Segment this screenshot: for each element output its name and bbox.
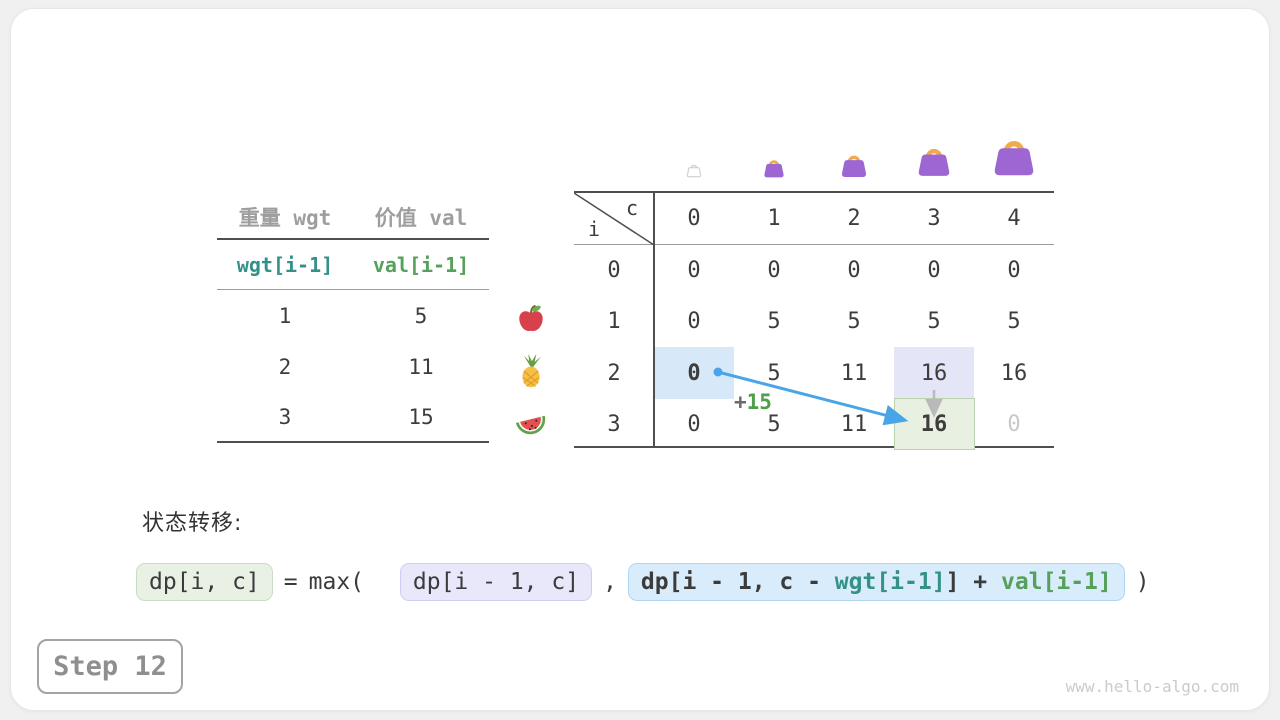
item-row: 2 11 — [217, 341, 489, 392]
apple-icon — [516, 303, 546, 337]
diagram-card: 重量 wgt 价值 val wgt[i-1] val[i-1] 1 5 2 11… — [10, 8, 1270, 711]
dp-cell-current: 16 — [920, 411, 948, 437]
dp-row-header: 0 — [607, 258, 621, 284]
equals-sign: = — [283, 569, 298, 595]
col-var-label: c — [625, 196, 638, 220]
dp-row-header: 2 — [607, 360, 621, 386]
item-table-index-row: wgt[i-1] val[i-1] — [217, 240, 489, 290]
state-transition-formula: dp[i, c] = max( dp[i - 1, c] , dp[i - 1,… — [136, 560, 1161, 604]
arg2-mid: ] + — [945, 569, 1001, 595]
dp-corner-cell: c i — [574, 193, 654, 245]
dp-col-header: 0 — [687, 206, 701, 231]
dp-cell: 5 — [847, 309, 861, 335]
bag-icon-capacity-4 — [990, 130, 1038, 183]
val-index-label: val[i-1] — [372, 252, 470, 277]
plus-sign: + — [734, 390, 747, 414]
dp-table-divider — [653, 193, 655, 446]
bag-icon-capacity-1 — [762, 155, 786, 183]
dp-col-header: 2 — [847, 206, 861, 231]
dp-cell: 0 — [687, 309, 701, 335]
item-row: 1 5 — [217, 290, 489, 341]
dp-header-row: c i 0 1 2 3 4 — [574, 193, 1054, 245]
dp-cell-pending: 0 — [1007, 411, 1021, 437]
dp-col-header: 3 — [927, 206, 941, 231]
dp-cell: 11 — [840, 360, 868, 386]
wgt-index-label: wgt[i-1] — [236, 252, 334, 277]
dp-row: 2 0 5 11 16 16 — [574, 348, 1054, 399]
item-table-header: 重量 wgt 价值 val — [217, 196, 489, 240]
transition-add-label: +15 — [734, 390, 772, 414]
dp-cell-source: 0 — [687, 360, 701, 386]
dp-row: 3 0 5 11 16 0 — [574, 399, 1054, 450]
weight-column-header: 重量 wgt — [238, 206, 332, 230]
dp-cell: 5 — [1007, 309, 1021, 335]
dp-table: c i 0 1 2 3 4 0 0 0 0 0 0 1 0 5 5 5 5 2 — [574, 191, 1054, 450]
dp-cell: 5 — [767, 309, 781, 335]
item-weight: 3 — [278, 404, 292, 429]
dp-row: 0 0 0 0 0 0 — [574, 245, 1054, 296]
formula-arg1-term: dp[i - 1, c] — [399, 563, 593, 601]
dp-cell: 0 — [687, 411, 701, 437]
added-value: 15 — [746, 390, 772, 414]
item-table: 重量 wgt 价值 val wgt[i-1] val[i-1] 1 5 2 11… — [217, 196, 489, 443]
dp-cell: 0 — [847, 258, 861, 284]
spacer — [375, 569, 389, 595]
item-value: 11 — [408, 354, 434, 379]
close-paren: ) — [1135, 569, 1150, 595]
diagonal-divider — [574, 193, 654, 245]
dp-col-header: 1 — [767, 206, 781, 231]
watermelon-icon — [513, 404, 549, 444]
row-var-label: i — [588, 217, 601, 241]
pineapple-icon — [513, 353, 549, 393]
dp-col-header: 4 — [1007, 206, 1021, 231]
dp-cell: 0 — [687, 258, 701, 284]
dp-cell-source: 16 — [920, 360, 948, 386]
item-row: 3 15 — [217, 392, 489, 443]
bag-icon-capacity-2 — [839, 149, 869, 183]
dp-cell: 5 — [927, 309, 941, 335]
bag-icon-capacity-3 — [915, 140, 953, 183]
comma: , — [603, 569, 617, 595]
arg2-val: val[i-1] — [1000, 569, 1112, 595]
dp-row-header: 3 — [607, 411, 621, 437]
dp-cell: 0 — [1007, 258, 1021, 284]
state-transition-title: 状态转移: — [142, 511, 243, 536]
dp-cell: 11 — [840, 411, 868, 437]
site-watermark: www.hello-algo.com — [1065, 677, 1239, 696]
value-column-header: 价值 val — [374, 206, 468, 230]
arg2-prefix: dp[i - 1, c - — [640, 569, 835, 595]
dp-cell: 0 — [767, 258, 781, 284]
dp-cell: 0 — [927, 258, 941, 284]
ghost-bag-icon — [685, 160, 703, 183]
item-weight: 2 — [278, 354, 292, 379]
arg2-wgt: wgt[i-1] — [834, 569, 946, 595]
dp-cell: 16 — [1000, 360, 1028, 386]
max-open: max( — [308, 569, 365, 595]
formula-lhs-term: dp[i, c] — [136, 563, 273, 601]
dp-row-header: 1 — [607, 309, 621, 335]
formula-arg2-term: dp[i - 1, c - wgt[i-1]] + val[i-1] — [627, 563, 1125, 601]
item-weight: 1 — [278, 303, 292, 328]
step-badge: Step 12 — [37, 639, 183, 694]
item-value: 5 — [414, 303, 428, 328]
item-value: 15 — [408, 404, 434, 429]
dp-row: 1 0 5 5 5 5 — [574, 296, 1054, 347]
